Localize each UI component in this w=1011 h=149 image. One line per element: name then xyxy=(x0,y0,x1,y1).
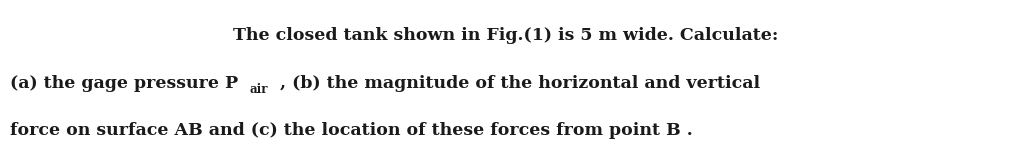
Text: The closed tank shown in Fig.(1) is 5 m wide. Calculate:: The closed tank shown in Fig.(1) is 5 m … xyxy=(234,27,777,44)
Text: (a) the gage pressure P: (a) the gage pressure P xyxy=(10,74,238,91)
Text: air: air xyxy=(250,83,268,96)
Text: , (b) the magnitude of the horizontal and vertical: , (b) the magnitude of the horizontal an… xyxy=(274,74,759,91)
Text: force on surface AB and (c) the location of these forces from point B .: force on surface AB and (c) the location… xyxy=(10,122,693,139)
